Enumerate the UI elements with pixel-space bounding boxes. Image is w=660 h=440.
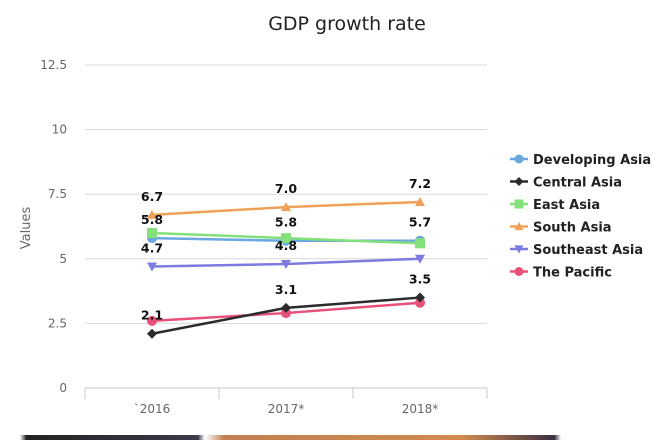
data-point: [415, 238, 425, 249]
series-group: [147, 196, 425, 339]
data-label: 2.1: [141, 308, 163, 323]
legend-marker-icon: [514, 154, 524, 164]
data-label: 7.2: [409, 176, 431, 191]
data-point: [281, 302, 291, 313]
y-tick-label: 10: [52, 123, 67, 137]
y-tick-label: 0: [59, 381, 67, 395]
legend-label: South Asia: [533, 221, 612, 236]
data-point: [147, 315, 157, 326]
data-label: 5.8: [141, 212, 163, 227]
x-tick-label: 2017*: [268, 402, 305, 416]
x-axis: `2016 2017* 2018*: [84, 387, 488, 416]
data-point: [415, 196, 425, 206]
legend-marker-icon: [514, 267, 524, 276]
legend-item: Southeast Asia: [510, 243, 643, 258]
legend-label: East Asia: [533, 198, 600, 213]
bottom-image-strip: [0, 435, 660, 440]
series-central-asia: [147, 292, 425, 339]
y-tick-label: 5: [59, 252, 67, 266]
legend-label: The Pacific: [533, 266, 612, 281]
y-axis-title: Values: [19, 207, 34, 250]
legend-item: Developing Asia: [510, 153, 651, 168]
data-point: [415, 297, 425, 308]
legend-label: Southeast Asia: [533, 243, 643, 258]
data-point: [281, 308, 291, 319]
legend-label: Central Asia: [533, 176, 622, 191]
legend-item: Central Asia: [510, 176, 622, 191]
legend-marker-icon: [514, 245, 524, 254]
data-label: 5.7: [409, 215, 431, 230]
legend-item: East Asia: [510, 198, 600, 213]
data-label: 5.8: [275, 215, 297, 230]
legend: Developing Asia Central Asia East Asia Sout…: [510, 153, 651, 281]
legend-marker-icon: [514, 222, 524, 231]
legend-marker-icon: [514, 177, 524, 186]
data-point: [147, 227, 157, 238]
data-label: 7.0: [275, 181, 297, 196]
y-tick-label: 2.5: [48, 316, 67, 330]
x-tick-label: 2018*: [402, 402, 439, 416]
series-southeast-asia: [147, 254, 425, 272]
y-tick-label: 12.5: [40, 58, 67, 72]
data-point: [281, 233, 291, 244]
y-ticks: 0 2.5 5 7.5 10 12.5: [40, 58, 67, 395]
data-label: 6.7: [141, 189, 163, 204]
data-point: [281, 259, 291, 269]
data-point: [415, 254, 425, 264]
data-label: 4.8: [275, 238, 297, 253]
data-labels: 5.8 5.8 5.7 2.1 3.1 3.5 6.7 7.0 7.2 4.7 4.8: [141, 176, 431, 323]
legend-marker-icon: [514, 199, 524, 209]
data-point: [147, 328, 157, 339]
chart-title: GDP growth rate: [268, 13, 426, 35]
data-point: [147, 262, 157, 272]
legend-item: South Asia: [510, 221, 612, 236]
legend-label: Developing Asia: [533, 153, 651, 168]
data-label: 4.7: [141, 241, 163, 256]
data-point: [147, 209, 157, 219]
data-label: 3.5: [409, 272, 431, 287]
series-south-asia: [147, 196, 425, 219]
y-tick-label: 7.5: [48, 187, 67, 201]
legend-item: The Pacific: [510, 266, 612, 281]
data-point: [281, 202, 291, 212]
data-label: 3.1: [275, 282, 297, 297]
data-point: [415, 292, 425, 303]
x-tick-label: `2016: [134, 402, 171, 416]
series-east-asia: [147, 227, 425, 249]
series-the-pacific: [147, 297, 425, 326]
